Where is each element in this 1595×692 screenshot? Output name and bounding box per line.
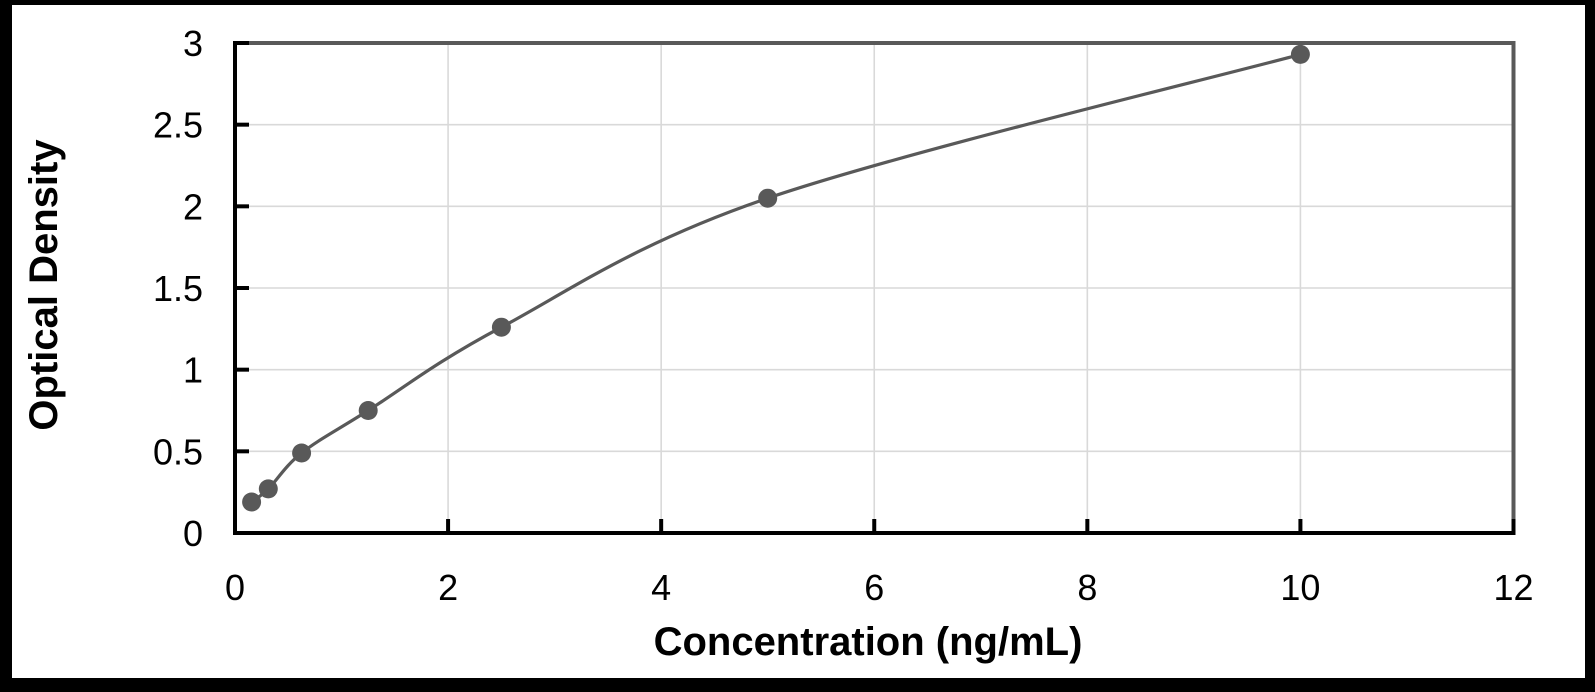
tick-marks bbox=[235, 41, 1516, 533]
y-tick-label-0.5: 0.5 bbox=[153, 431, 203, 472]
data-point-3 bbox=[358, 401, 378, 420]
data-points bbox=[242, 44, 1310, 512]
x-tick-label-8: 8 bbox=[1077, 567, 1097, 608]
data-point-5 bbox=[758, 188, 778, 208]
x-tick-label-10: 10 bbox=[1280, 567, 1320, 608]
y-tick-label-3: 3 bbox=[183, 23, 203, 64]
chart-background bbox=[12, 5, 1585, 678]
plot-border bbox=[235, 41, 1516, 533]
y-tick-label-1.5: 1.5 bbox=[153, 268, 203, 309]
data-point-4 bbox=[491, 317, 511, 337]
y-tick-label-0: 0 bbox=[183, 513, 203, 554]
y-tick-label-2.5: 2.5 bbox=[153, 105, 203, 146]
x-tick-label-6: 6 bbox=[864, 567, 884, 608]
x-axis-tick-labels: 0 2 4 6 8 10 12 bbox=[225, 567, 1534, 608]
y-tick-label-2: 2 bbox=[183, 186, 203, 227]
x-tick-label-4: 4 bbox=[651, 567, 671, 608]
y-axis-tick-labels: 0 0.5 1 1.5 2 2.5 3 bbox=[153, 23, 203, 554]
gridlines bbox=[235, 43, 1514, 533]
data-point-2 bbox=[292, 443, 312, 463]
x-tick-label-2: 2 bbox=[438, 567, 458, 608]
data-point-6 bbox=[1290, 44, 1310, 64]
y-tick-label-1: 1 bbox=[183, 350, 203, 391]
data-point-1 bbox=[258, 479, 278, 499]
y-axis-title: Optical Density bbox=[22, 139, 66, 431]
x-axis-title: Concentration (ng/mL) bbox=[654, 620, 1083, 664]
x-tick-label-12: 12 bbox=[1493, 567, 1533, 608]
data-point-0 bbox=[242, 492, 262, 512]
x-tick-label-0: 0 bbox=[225, 567, 245, 608]
